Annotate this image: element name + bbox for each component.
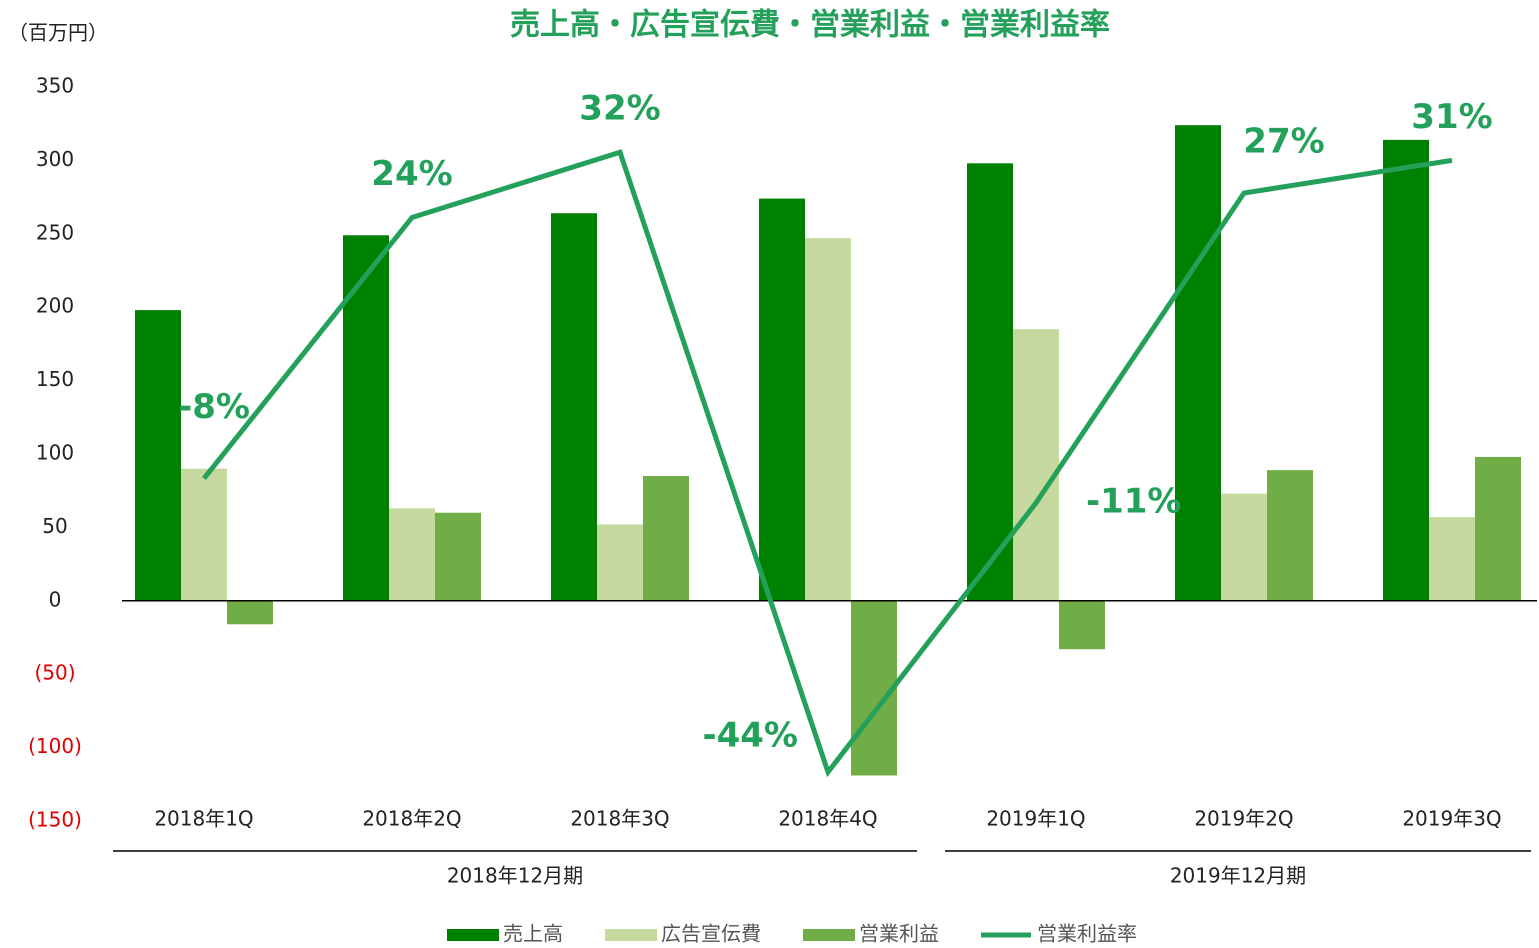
y-tick-label: (50) [34,661,75,685]
line [202,149,1453,778]
y-tick-label: 200 [36,294,74,318]
y-tick-label: 150 [36,367,74,391]
bar [1429,517,1475,601]
data-label: 32% [579,89,660,129]
legend-swatch [803,929,855,941]
bar [181,468,227,601]
group-label: 2018年12月期 [447,864,583,888]
bar [389,508,435,601]
x-tick-label: 2019年3Q [1402,807,1501,831]
x-tick-label: 2019年2Q [1194,807,1293,831]
legend-swatch [605,929,657,941]
legend-swatch [447,929,499,941]
bar [435,512,481,601]
data-label: -11% [1086,481,1182,521]
bar [597,524,643,601]
y-tick-label: 350 [36,74,74,98]
bar [1267,470,1313,601]
data-label: -8% [178,387,250,427]
group-label: 2019年12月期 [1170,864,1306,888]
bar [135,310,181,601]
bar [967,163,1013,601]
x-tick-label: 2018年2Q [362,807,461,831]
bar [759,198,805,601]
x-tick-label: 2018年3Q [570,807,669,831]
bar [1059,600,1105,650]
bar [805,238,851,601]
chart-title: 売上高・広告宣伝費・営業利益・営業利益率 [510,8,1110,43]
y-tick-label: 50 [42,514,67,538]
y-tick-label: (100) [28,734,82,758]
bar [1221,493,1267,601]
legend-label: 営業利益率 [1037,922,1137,946]
y-tick-label: 100 [36,441,74,465]
data-label: -44% [703,716,799,756]
bar [851,600,897,776]
y-tick-label: 0 [49,587,62,611]
bar [551,213,597,601]
data-label: 31% [1411,97,1492,137]
x-tick-label: 2019年1Q [986,807,1085,831]
y-tick-label: 300 [36,147,74,171]
bar [643,476,689,601]
y-tick-label: (150) [28,808,82,832]
bar [1383,139,1429,601]
legend-label: 営業利益 [859,922,939,946]
data-label: 27% [1243,122,1324,162]
x-tick-label: 2018年4Q [778,807,877,831]
bar [1475,456,1521,601]
legend-label: 売上高 [503,922,563,946]
x-tick-label: 2018年1Q [154,807,253,831]
y-tick-label: 250 [36,220,74,244]
bar [1013,329,1059,601]
bar [1175,125,1221,601]
legend-label: 広告宣伝費 [661,922,761,946]
bar [227,600,273,625]
bar [343,235,389,601]
unit-label: （百万円） [8,21,108,45]
data-label: 24% [371,154,452,194]
